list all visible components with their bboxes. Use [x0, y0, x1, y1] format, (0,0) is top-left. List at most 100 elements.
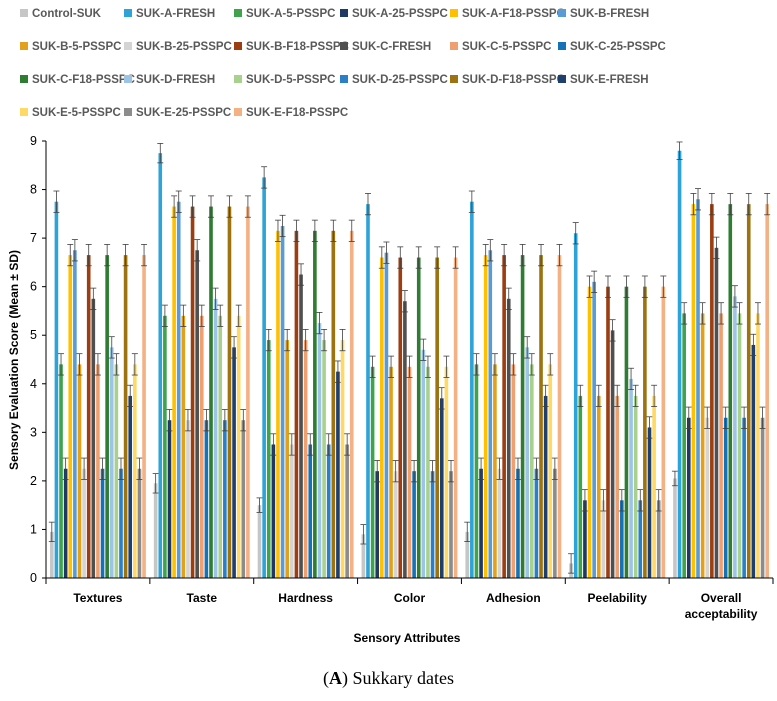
bar [100, 468, 105, 578]
bar [534, 468, 539, 578]
x-category-label: Overall [701, 591, 742, 605]
bar [403, 301, 407, 578]
legend-label: SUK-E-F18-PSSPC [246, 107, 348, 119]
bar [677, 150, 682, 578]
bar [756, 313, 760, 578]
bar [583, 500, 587, 578]
bar [573, 233, 578, 578]
caption-label: A [329, 668, 342, 688]
legend-label: SUK-E-25-PSSPC [136, 107, 231, 119]
bar [73, 250, 77, 578]
bar [530, 364, 534, 578]
bar [479, 468, 483, 578]
bar [453, 257, 458, 578]
legend-swatch [450, 75, 458, 83]
bar [557, 255, 562, 578]
bar [163, 315, 167, 578]
y-tick-label: 6 [30, 280, 37, 294]
legend-swatch [124, 75, 132, 83]
bar [133, 364, 137, 578]
bar [520, 255, 525, 578]
legend-swatch [124, 9, 132, 17]
bar [416, 257, 421, 578]
bar [714, 247, 719, 579]
bar [742, 417, 746, 578]
legend-label: SUK-D-F18-PSSPC [462, 74, 565, 86]
bar [186, 420, 190, 578]
legend-label: Control-SUK [32, 8, 102, 20]
bar [119, 468, 123, 578]
legend-swatch [558, 9, 566, 17]
bar [629, 378, 633, 578]
x-category-label: Hardness [278, 591, 333, 605]
legend-swatch [20, 108, 28, 116]
chart-legend: Control-SUK SUK-A-FRESH SUK-A-5-PSSPC SUK-A… [20, 8, 666, 119]
bar [105, 255, 109, 578]
legend-label: SUK-E-5-PSSPC [32, 107, 121, 119]
bar [190, 206, 195, 579]
bar [506, 298, 511, 578]
bar [276, 230, 280, 579]
bar [746, 204, 751, 578]
x-category-label: Peelability [588, 591, 648, 605]
bar [313, 230, 317, 579]
bar [63, 468, 68, 578]
bar [96, 364, 100, 578]
legend-swatch [558, 42, 566, 50]
bar [213, 298, 218, 578]
bar [728, 204, 733, 578]
legend-swatch [20, 75, 28, 83]
bar [246, 206, 250, 579]
bar [548, 364, 553, 578]
bar [606, 286, 610, 578]
bar [656, 500, 661, 578]
bar [596, 395, 601, 578]
bar [262, 177, 266, 578]
legend-swatch [234, 42, 242, 50]
bar [137, 468, 142, 578]
bar [114, 364, 119, 578]
x-axis-title: Sensory Attributes [354, 631, 461, 645]
bar [218, 315, 223, 578]
legend-swatch [450, 42, 458, 50]
bar [760, 417, 765, 578]
legend-label: SUK-B-FRESH [570, 8, 649, 20]
bar [361, 534, 366, 578]
legend-label: SUK-C-5-PSSPC [462, 41, 551, 53]
x-category-label: Textures [73, 591, 122, 605]
bar [280, 225, 285, 578]
bar [123, 255, 128, 578]
bar [366, 204, 370, 578]
caption-close-paren: ) [342, 668, 348, 688]
bar [266, 340, 271, 578]
bar [638, 500, 643, 578]
bar [370, 366, 375, 578]
bar [710, 204, 714, 578]
bar [765, 204, 769, 578]
bar [128, 395, 133, 578]
y-tick-label: 1 [30, 522, 37, 536]
bar [172, 206, 176, 579]
bar [176, 201, 181, 578]
legend-swatch [340, 9, 348, 17]
bar [435, 257, 439, 578]
bar [511, 364, 516, 578]
legend-swatch [234, 75, 242, 83]
bar [389, 366, 393, 578]
bar [652, 395, 656, 578]
bar [539, 255, 543, 578]
bar [488, 250, 493, 578]
y-tick-label: 9 [30, 134, 37, 148]
bar [271, 444, 276, 578]
legend-label: SUK-C-FRESH [352, 41, 431, 53]
bar [331, 230, 336, 579]
bar [322, 340, 326, 578]
bar [181, 315, 186, 578]
bar [227, 206, 232, 579]
legend-swatch [20, 42, 28, 50]
legend-swatch [124, 42, 132, 50]
bar [470, 201, 474, 578]
legend-label: SUK-A-F18-PSSPC [462, 8, 565, 20]
y-tick-label: 0 [30, 571, 37, 585]
bar [77, 364, 82, 578]
